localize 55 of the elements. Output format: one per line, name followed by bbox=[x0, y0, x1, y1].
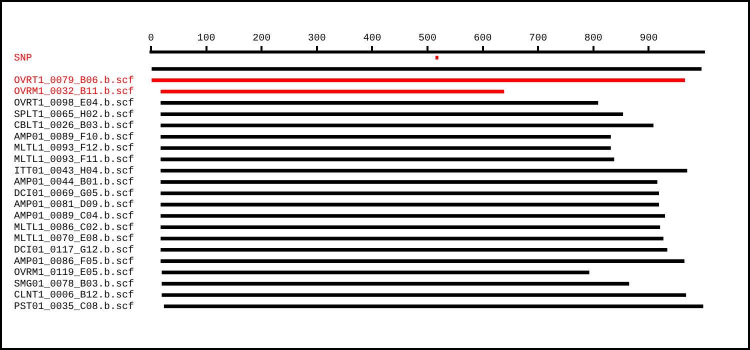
y-tick-label: AMP01_0089_C04.b.scf bbox=[14, 210, 134, 223]
bar bbox=[160, 214, 666, 218]
y-tick-label: SNP bbox=[14, 53, 32, 64]
bar bbox=[160, 248, 668, 252]
y-tick-label: MLTL1_0070_E08.b.scf bbox=[14, 233, 134, 246]
bar bbox=[160, 236, 664, 240]
bar bbox=[162, 270, 590, 274]
bar bbox=[162, 293, 686, 297]
bar bbox=[160, 259, 684, 263]
y-tick-label: MLTL1_0093_F11.b.scf bbox=[14, 154, 134, 166]
y-tick-label: OVRT1_0079_B06.b.scf bbox=[14, 74, 134, 87]
bar bbox=[160, 158, 614, 162]
y-tick-label: PST01_0035_C08.b.scf bbox=[14, 300, 134, 313]
y-tick-label: CLNT1_0006_B12.b.scf bbox=[14, 290, 134, 302]
y-tick-label: SMG01_0078_B03.b.scf bbox=[14, 278, 134, 290]
x-tick-label: 800 bbox=[584, 34, 602, 45]
y-tick-label: AMP01_0089_F10.b.scf bbox=[14, 131, 134, 144]
y-tick-label: DCI01_0117_G12.b.scf bbox=[14, 244, 134, 256]
x-tick-label: 400 bbox=[363, 34, 382, 45]
y-tick-label: OVRM1_0119_E05.b.scf bbox=[14, 267, 134, 280]
y-tick-label: MLTL1_0086_C02.b.scf bbox=[14, 222, 134, 234]
bar bbox=[160, 191, 659, 196]
y-tick-label: DCI01_0069_G05.b.scf bbox=[14, 188, 134, 200]
bar bbox=[160, 202, 659, 206]
bar bbox=[160, 168, 688, 173]
y-tick-label: OVRT1_0098_E04.b.scf bbox=[14, 98, 134, 110]
y-tick-label: CBLT1_0026_B03.b.scf bbox=[14, 120, 134, 132]
bar bbox=[152, 78, 685, 82]
bar bbox=[160, 134, 611, 139]
bar bbox=[160, 112, 624, 116]
x-tick-label: 100 bbox=[197, 34, 216, 45]
y-tick-label: AMP01_0086_F05.b.scf bbox=[14, 256, 134, 268]
bar bbox=[160, 124, 654, 128]
y-tick-label: OVRM1_0032_B11.b.scf bbox=[14, 86, 134, 98]
bar bbox=[164, 304, 704, 308]
bar bbox=[160, 180, 658, 184]
bar bbox=[435, 56, 438, 60]
x-tick-label: 0 bbox=[148, 34, 154, 45]
y-tick-label: MLTL1_0093_F12.b.scf bbox=[14, 142, 134, 155]
bar bbox=[152, 67, 702, 71]
x-tick-label: 700 bbox=[529, 34, 548, 45]
x-tick-label: 500 bbox=[418, 34, 437, 45]
y-tick-label: AMP01_0044_B01.b.scf bbox=[14, 176, 134, 189]
x-tick-label: 600 bbox=[474, 34, 492, 45]
bar bbox=[162, 282, 630, 286]
y-tick-label: SPLT1_0065_H02.b.scf bbox=[14, 108, 134, 121]
x-tick-label: 900 bbox=[640, 34, 658, 45]
y-tick-label: ITT01_0043_H04.b.scf bbox=[14, 165, 134, 178]
y-tick-label: AMP01_0081_D09.b.scf bbox=[14, 199, 134, 212]
x-tick-label: 300 bbox=[308, 34, 326, 45]
bar bbox=[160, 90, 504, 94]
bar bbox=[160, 146, 611, 150]
bar bbox=[160, 101, 598, 105]
x-tick-label: 200 bbox=[252, 34, 271, 45]
bar bbox=[160, 225, 660, 230]
